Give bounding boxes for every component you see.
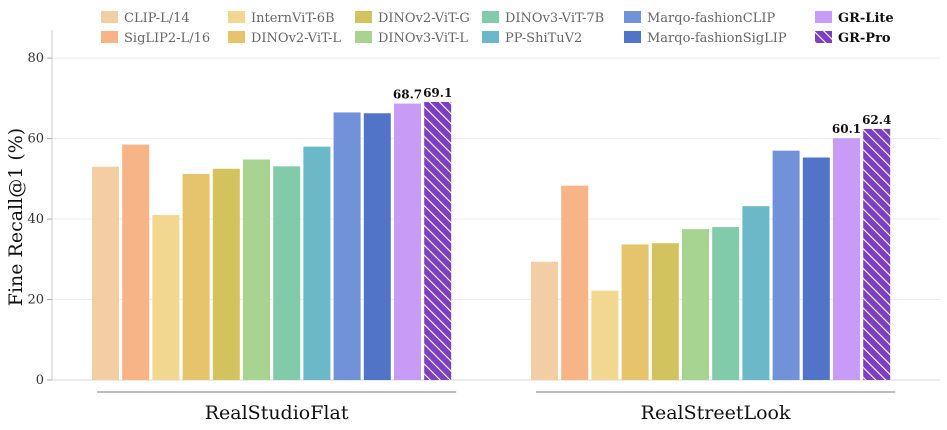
legend-swatch (624, 31, 641, 43)
bar-dinov3-vit-l-realstreetlook (682, 229, 709, 380)
bar-dinov3-vit-7b-realstreetlook (712, 227, 740, 380)
legend-swatch (815, 11, 832, 23)
legend-swatch (355, 11, 372, 23)
bar-dinov2-vit-g-realstreetlook (651, 243, 679, 380)
bar-pp-shituv2-realstudioflat (303, 146, 331, 380)
data-labels: 68.7 60.1 69.1 62.4 (393, 86, 891, 136)
legend-swatch (101, 11, 118, 23)
y-tick-label: 0 (36, 373, 44, 388)
bar-gr-lite-realstreetlook (833, 138, 860, 380)
data-label: 60.1 (832, 122, 861, 136)
bar-dinov2-vit-l-realstudioflat (182, 173, 210, 380)
data-label: 69.1 (423, 86, 452, 100)
bar-siglip2-l-16-realstudioflat (122, 144, 150, 380)
y-tick-label: 40 (27, 212, 44, 227)
legend-swatch (228, 31, 245, 43)
legend-swatch (355, 31, 372, 43)
y-tick-label: 60 (27, 132, 44, 147)
legend-label: GR-Pro (838, 31, 891, 46)
bar-marqo-fashionsiglip-realstudioflat (363, 113, 391, 381)
y-tick-label: 20 (27, 293, 44, 308)
bar-internvit-6b-realstudioflat (152, 215, 180, 380)
x-category-label: RealStreetLook (641, 402, 791, 424)
bar-dinov3-vit-7b-realstudioflat (273, 166, 301, 380)
legend: CLIP-L/14 SigLIP2-L/16 InternViT-6B DINOv2-… (101, 11, 894, 46)
legend-swatch (228, 11, 245, 23)
bar-dinov3-vit-l-realstudioflat (243, 159, 270, 380)
bar-dinov2-vit-g-realstudioflat (212, 168, 240, 380)
bar-marqo-fashionclip-realstreetlook (772, 150, 800, 380)
x-category-label: RealStudioFlat (205, 402, 349, 424)
legend-label: Marqo-fashionCLIP (647, 11, 775, 26)
legend-label: PP-ShiTuV2 (505, 31, 582, 46)
legend-swatch (482, 11, 499, 23)
legend-label: DINOv2-ViT-L (251, 31, 341, 46)
legend-label: DINOv3-ViT-7B (505, 11, 604, 26)
legend-swatch (815, 31, 832, 43)
bar-marqo-fashionclip-realstudioflat (333, 112, 361, 380)
bar-clip-l-14-realstudioflat (92, 166, 119, 380)
legend-label: SigLIP2-L/16 (124, 31, 210, 46)
data-label: 68.7 (393, 88, 422, 102)
y-tick-label: 80 (27, 51, 44, 66)
legend-swatch (624, 11, 641, 23)
legend-label: CLIP-L/14 (124, 11, 190, 26)
bar-pp-shituv2-realstreetlook (742, 206, 770, 380)
bar-gr-pro-realstudioflat (424, 101, 452, 380)
bar-gr-lite-realstudioflat (394, 103, 421, 380)
data-label: 62.4 (862, 113, 891, 127)
y-axis-title: Fine Recall@1 (%) (5, 128, 27, 306)
legend-swatch (482, 31, 499, 43)
bar-gr-pro-realstreetlook (863, 128, 891, 380)
bar-marqo-fashionsiglip-realstreetlook (802, 157, 830, 380)
bar-internvit-6b-realstreetlook (591, 290, 619, 380)
bars (92, 101, 891, 381)
legend-label: GR-Lite (838, 11, 894, 26)
bar-siglip2-l-16-realstreetlook (561, 185, 589, 380)
x-axis-groups: RealStudioFlat RealStreetLook (97, 391, 896, 424)
bar-clip-l-14-realstreetlook (531, 261, 558, 380)
legend-label: DINOv3-ViT-L (378, 31, 468, 46)
legend-label: InternViT-6B (251, 11, 335, 26)
bar-dinov2-vit-l-realstreetlook (621, 244, 649, 380)
legend-swatch (101, 31, 118, 43)
legend-label: Marqo-fashionSigLIP (647, 31, 787, 46)
legend-label: DINOv2-ViT-G (378, 11, 470, 26)
